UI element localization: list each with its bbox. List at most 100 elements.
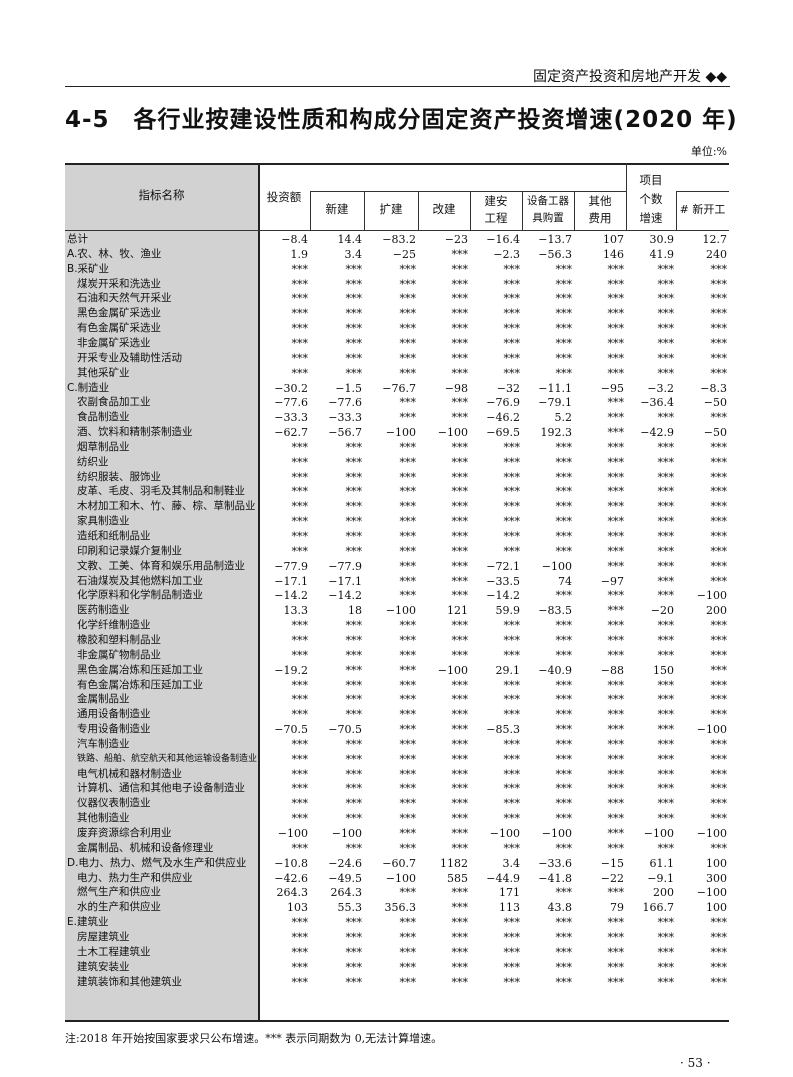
cell-other: *** — [607, 945, 625, 959]
cell-new-start: *** — [710, 693, 728, 707]
table-row: 石油和天然气开采业 *** *** *** *** *** *** *** *** *** — [65, 291, 729, 306]
cell-rebuild: *** — [451, 678, 469, 692]
cell-new-start: −8.3 — [700, 381, 727, 395]
header-equipment-line2: 具购置 — [532, 212, 564, 224]
cell-new-start: *** — [710, 752, 728, 766]
cell-new: *** — [345, 351, 363, 365]
row-name: 化学纤维制造业 — [77, 619, 151, 632]
cell-new: *** — [345, 648, 363, 662]
cell-construction: −76.9 — [486, 396, 520, 410]
row-name: 土木工程建筑业 — [77, 945, 151, 958]
cell-investment: *** — [291, 678, 309, 692]
cell-other: *** — [607, 930, 625, 944]
table-row: 非金属矿物制品业 *** *** *** *** *** *** *** *** *** — [65, 648, 729, 663]
header-projects: 项目 个数 增速 — [626, 171, 676, 228]
cell-investment: *** — [291, 975, 309, 989]
cell-rebuild: *** — [451, 500, 469, 514]
cell-new-start: *** — [710, 351, 728, 365]
table-row: 石油煤炭及其他燃料加工业 −17.1 −17.1 *** *** −33.5 74 −97 **… — [65, 574, 729, 589]
cell-construction: *** — [503, 336, 521, 350]
table-row: 汽车制造业 *** *** *** *** *** *** *** *** *** — [65, 737, 729, 752]
col-divider — [574, 191, 575, 230]
cell-equipment: *** — [555, 975, 573, 989]
row-name: 纺织业 — [77, 455, 109, 468]
cell-equipment: *** — [555, 589, 573, 603]
cell-construction: *** — [503, 485, 521, 499]
header-expand: 扩建 — [379, 202, 403, 216]
cell-rebuild: *** — [451, 530, 469, 543]
cell-equipment: −100 — [541, 827, 572, 840]
cell-new: *** — [345, 782, 363, 796]
cell-projects: *** — [657, 916, 675, 930]
cell-new: *** — [345, 797, 363, 811]
cell-equipment: *** — [555, 544, 573, 558]
cell-investment: *** — [291, 470, 309, 484]
cell-new-start: −100 — [696, 827, 727, 840]
cell-construction: −44.9 — [486, 871, 520, 885]
table-row: 木材加工和木、竹、藤、棕、草制品业 *** *** *** *** *** *** *** **… — [65, 499, 729, 514]
row-name: 有色金属冶炼和压延加工业 — [77, 678, 203, 691]
cell-investment: *** — [291, 752, 309, 766]
cell-equipment: *** — [555, 945, 573, 959]
cell-other: *** — [607, 485, 625, 499]
row-name: 木材加工和木、竹、藤、棕、草制品业 — [77, 500, 256, 513]
table-row: 电力、热力生产和供应业 −42.6 −49.5 −100 585 −44.9 −41.8 −2… — [65, 871, 729, 886]
cell-projects: *** — [657, 633, 675, 647]
cell-rebuild: 1182 — [440, 856, 468, 870]
cell-new-start: *** — [710, 663, 728, 677]
cell-other: −22 — [600, 871, 624, 885]
cell-investment: 13.3 — [283, 604, 309, 618]
cell-new-start: 12.7 — [702, 233, 728, 246]
cell-projects: 41.9 — [649, 247, 675, 261]
cell-equipment: *** — [555, 708, 573, 722]
cell-new-start: *** — [710, 277, 728, 291]
cell-equipment: *** — [555, 322, 573, 336]
table-row: 总计 −8.4 14.4 −83.2 −23 −16.4 −13.7 107 30.9 12.7 — [65, 232, 729, 247]
cell-new: −33.3 — [328, 411, 362, 425]
footnote: 注:2018 年开始按国家要求只公布增速。*** 表示同期数为 0,无法计算增速… — [65, 1032, 443, 1045]
cell-rebuild: −98 — [444, 381, 468, 395]
page-number: · 53 · — [680, 1056, 711, 1070]
table-row: 开采专业及辅助性活动 *** *** *** *** *** *** *** *** *** — [65, 351, 729, 366]
cell-new: *** — [345, 500, 363, 514]
cell-equipment: *** — [555, 292, 573, 306]
cell-projects: *** — [657, 737, 675, 751]
cell-expand: *** — [399, 351, 417, 365]
cell-rebuild: *** — [451, 916, 469, 930]
cell-other: *** — [607, 752, 625, 766]
header-other: 其他 费用 — [574, 193, 626, 227]
cell-investment: *** — [291, 262, 309, 276]
cell-other: *** — [607, 559, 625, 573]
cell-construction: −85.3 — [486, 723, 520, 737]
cell-expand: *** — [399, 812, 417, 826]
cell-new-start: *** — [710, 485, 728, 499]
cell-equipment: *** — [555, 470, 573, 484]
cell-expand: −83.2 — [382, 233, 416, 246]
cell-construction: *** — [503, 440, 521, 454]
cell-construction: *** — [503, 678, 521, 692]
cell-expand: 356.3 — [384, 901, 417, 915]
table-row: 其他采矿业 *** *** *** *** *** *** *** *** *** — [65, 366, 729, 381]
col-divider — [418, 191, 419, 230]
row-name: 建筑安装业 — [77, 960, 130, 973]
cell-projects: *** — [657, 752, 675, 766]
cell-new-start: 100 — [706, 901, 727, 915]
cell-other: *** — [607, 544, 625, 558]
cell-other: *** — [607, 723, 625, 737]
table-row: 通用设备制造业 *** *** *** *** *** *** *** *** *** — [65, 707, 729, 722]
cell-construction: −100 — [489, 827, 520, 840]
cell-rebuild: *** — [451, 411, 469, 425]
cell-construction: *** — [503, 262, 521, 276]
cell-rebuild: *** — [451, 307, 469, 321]
cell-expand: −60.7 — [382, 856, 416, 870]
table-row: 烟草制品业 *** *** *** *** *** *** *** *** *** — [65, 440, 729, 455]
cell-rebuild: *** — [451, 322, 469, 336]
cell-new-start: *** — [710, 767, 728, 781]
cell-investment: −77.9 — [274, 559, 308, 573]
cell-expand: *** — [399, 945, 417, 959]
cell-expand: *** — [399, 336, 417, 350]
cell-investment: −8.4 — [281, 233, 308, 246]
table-row: 造纸和纸制品业 *** *** *** *** *** *** *** *** *** — [65, 529, 729, 544]
table-row: 废弃资源综合利用业 −100 −100 *** *** −100 −100 *** −100 −1… — [65, 826, 729, 841]
cell-construction: *** — [503, 648, 521, 662]
